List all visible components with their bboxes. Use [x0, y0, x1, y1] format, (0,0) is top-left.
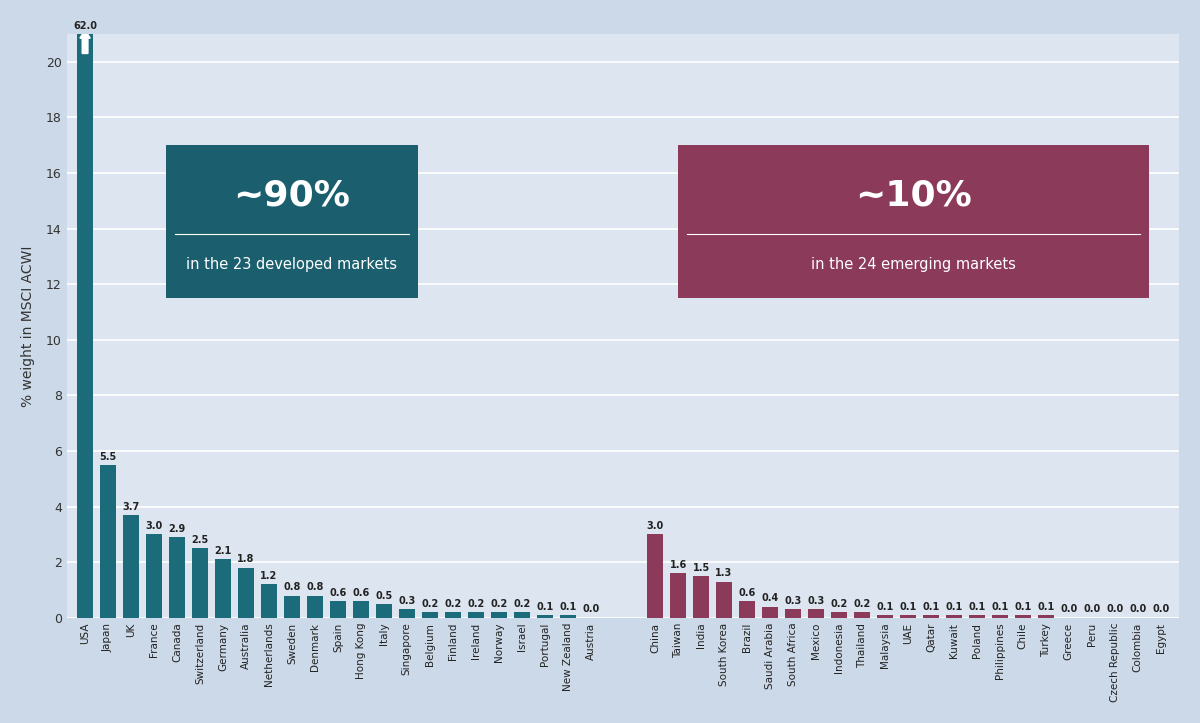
Text: 0.1: 0.1: [1014, 602, 1032, 612]
Bar: [238, 568, 254, 618]
Bar: [808, 609, 824, 618]
Text: 0.2: 0.2: [421, 599, 438, 609]
Text: 2.1: 2.1: [215, 546, 232, 556]
Text: 0.1: 0.1: [946, 602, 962, 612]
Text: 0.0: 0.0: [1152, 604, 1170, 615]
Bar: [422, 612, 438, 618]
Y-axis label: % weight in MSCI ACWI: % weight in MSCI ACWI: [20, 245, 35, 406]
Text: 0.0: 0.0: [582, 604, 599, 615]
Bar: [77, 34, 94, 618]
Bar: [445, 612, 461, 618]
Text: 62.0: 62.0: [73, 21, 97, 30]
Bar: [376, 604, 392, 618]
Text: ~10%: ~10%: [856, 179, 972, 213]
Bar: [992, 615, 1008, 618]
FancyArrow shape: [80, 30, 90, 54]
Text: 0.2: 0.2: [490, 599, 508, 609]
Bar: [1038, 615, 1054, 618]
Text: 0.2: 0.2: [467, 599, 485, 609]
Bar: [260, 584, 277, 618]
Bar: [762, 607, 778, 618]
Bar: [559, 615, 576, 618]
Text: 0.0: 0.0: [1129, 604, 1146, 615]
Bar: [284, 596, 300, 618]
Bar: [330, 601, 346, 618]
Text: 0.2: 0.2: [830, 599, 847, 609]
Text: 1.5: 1.5: [692, 562, 709, 573]
Text: 1.3: 1.3: [715, 568, 733, 578]
Text: 0.1: 0.1: [923, 602, 940, 612]
Text: 0.0: 0.0: [1106, 604, 1123, 615]
Bar: [854, 612, 870, 618]
Text: 0.3: 0.3: [808, 596, 824, 606]
Bar: [923, 615, 938, 618]
Text: 0.1: 0.1: [899, 602, 917, 612]
Text: 3.0: 3.0: [145, 521, 163, 531]
Bar: [169, 537, 185, 618]
Bar: [877, 615, 893, 618]
Text: in the 23 developed markets: in the 23 developed markets: [186, 257, 397, 272]
Text: 0.8: 0.8: [306, 582, 324, 592]
Text: 0.0: 0.0: [1061, 604, 1078, 615]
Bar: [968, 615, 985, 618]
FancyBboxPatch shape: [166, 145, 419, 298]
Text: 0.3: 0.3: [785, 596, 802, 606]
Text: 0.8: 0.8: [283, 582, 301, 592]
Bar: [785, 609, 802, 618]
Bar: [694, 576, 709, 618]
Bar: [491, 612, 506, 618]
Bar: [192, 548, 208, 618]
Bar: [307, 596, 323, 618]
Bar: [146, 534, 162, 618]
Bar: [122, 515, 139, 618]
Text: 0.4: 0.4: [762, 594, 779, 604]
Bar: [398, 609, 415, 618]
Text: 0.2: 0.2: [444, 599, 462, 609]
Text: in the 24 emerging markets: in the 24 emerging markets: [811, 257, 1016, 272]
Bar: [647, 534, 664, 618]
Bar: [514, 612, 530, 618]
Text: 1.6: 1.6: [670, 560, 686, 570]
Text: 0.1: 0.1: [536, 602, 553, 612]
Text: ~90%: ~90%: [234, 179, 350, 213]
Text: 0.6: 0.6: [738, 588, 756, 598]
Text: 2.5: 2.5: [191, 535, 209, 545]
Text: 1.8: 1.8: [238, 555, 254, 565]
Text: 3.7: 3.7: [122, 502, 139, 512]
Text: 0.6: 0.6: [353, 588, 370, 598]
Text: 0.3: 0.3: [398, 596, 415, 606]
Bar: [353, 601, 368, 618]
Text: 1.2: 1.2: [260, 571, 277, 581]
Bar: [830, 612, 847, 618]
Text: 0.1: 0.1: [876, 602, 894, 612]
Bar: [739, 601, 755, 618]
Bar: [900, 615, 916, 618]
Text: 0.1: 0.1: [559, 602, 576, 612]
Text: 0.1: 0.1: [991, 602, 1008, 612]
Text: 0.5: 0.5: [376, 591, 392, 601]
Bar: [468, 612, 484, 618]
Bar: [100, 465, 116, 618]
Text: 0.1: 0.1: [1037, 602, 1055, 612]
Bar: [946, 615, 962, 618]
Bar: [536, 615, 553, 618]
Text: 0.6: 0.6: [329, 588, 347, 598]
Text: 5.5: 5.5: [100, 452, 116, 461]
Text: 0.2: 0.2: [514, 599, 530, 609]
Bar: [215, 560, 232, 618]
Text: 0.0: 0.0: [1084, 604, 1100, 615]
Bar: [716, 582, 732, 618]
Bar: [1015, 615, 1031, 618]
Text: 0.1: 0.1: [968, 602, 985, 612]
Text: 2.9: 2.9: [168, 524, 186, 534]
Bar: [670, 573, 686, 618]
FancyBboxPatch shape: [678, 145, 1150, 298]
Text: 3.0: 3.0: [647, 521, 664, 531]
Text: 0.2: 0.2: [853, 599, 870, 609]
